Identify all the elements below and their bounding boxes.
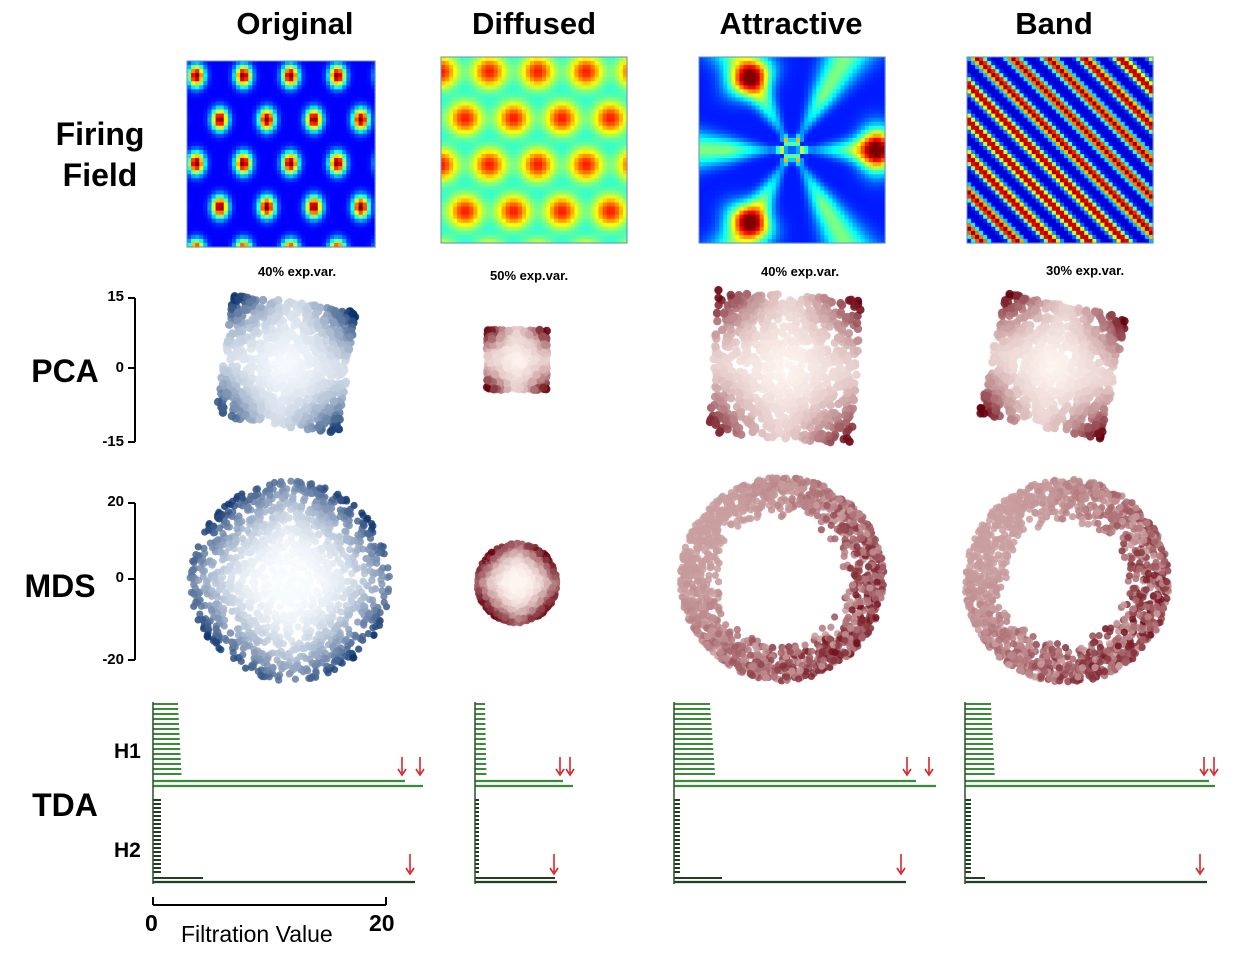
barcode-band (964, 702, 1219, 884)
mds-tick-bottom: -20 (102, 651, 124, 668)
barcode-label-h2: H2 (114, 839, 141, 862)
pca-tick-mid: 0 (115, 359, 124, 376)
mds-scatter-band (962, 475, 1173, 686)
barcode-label-h1: H1 (114, 740, 141, 763)
firing-field-attractive (698, 56, 886, 244)
exp-var-original: 40% exp.var. (258, 264, 337, 279)
column-title-attractive: Attractive (719, 6, 863, 41)
row-label-tda: TDA (32, 787, 98, 823)
exp-var-attractive: 40% exp.var. (761, 264, 840, 279)
mds-tick-mid: 0 (115, 569, 124, 586)
exp-var-diffused: 50% exp.var. (490, 268, 569, 283)
column-title-diffused: Diffused (472, 6, 596, 41)
row-label-mds: MDS (24, 568, 96, 604)
barcode-original (152, 702, 425, 884)
mds-scatter-diffused (473, 539, 561, 627)
filtration-tick-max: 20 (369, 910, 395, 936)
pca-scatter-original (213, 292, 360, 437)
mds-tick-top: 20 (107, 493, 124, 510)
barcode-diffused (474, 702, 575, 884)
mds-scatter-original (186, 477, 393, 684)
pca-scatter-band (976, 289, 1129, 443)
column-title-original: Original (236, 6, 354, 41)
firing-field-diffused (440, 56, 628, 244)
column-title-band: Band (1015, 6, 1093, 41)
pca-tick-top: 15 (107, 288, 124, 305)
row-label-firing-line1: Firing (55, 116, 145, 152)
row-label-pca: PCA (31, 353, 99, 389)
pca-scatter-attractive (705, 285, 865, 447)
exp-var-band: 30% exp.var. (1046, 263, 1125, 278)
pca-scatter-diffused (482, 325, 552, 395)
pca-y-axis (128, 297, 136, 443)
filtration-axis (152, 897, 387, 906)
firing-field-original (186, 60, 376, 248)
pca-tick-bottom: -15 (102, 433, 124, 450)
barcode-attractive (673, 702, 936, 884)
firing-field-band (966, 56, 1154, 244)
mds-y-axis (128, 502, 136, 661)
filtration-axis-title: Filtration Value (181, 921, 333, 947)
mds-scatter-attractive (676, 474, 888, 685)
row-label-firing-line2: Field (62, 157, 138, 193)
filtration-tick-min: 0 (145, 910, 158, 936)
row-label-firing-field: Firing Field (40, 114, 160, 196)
